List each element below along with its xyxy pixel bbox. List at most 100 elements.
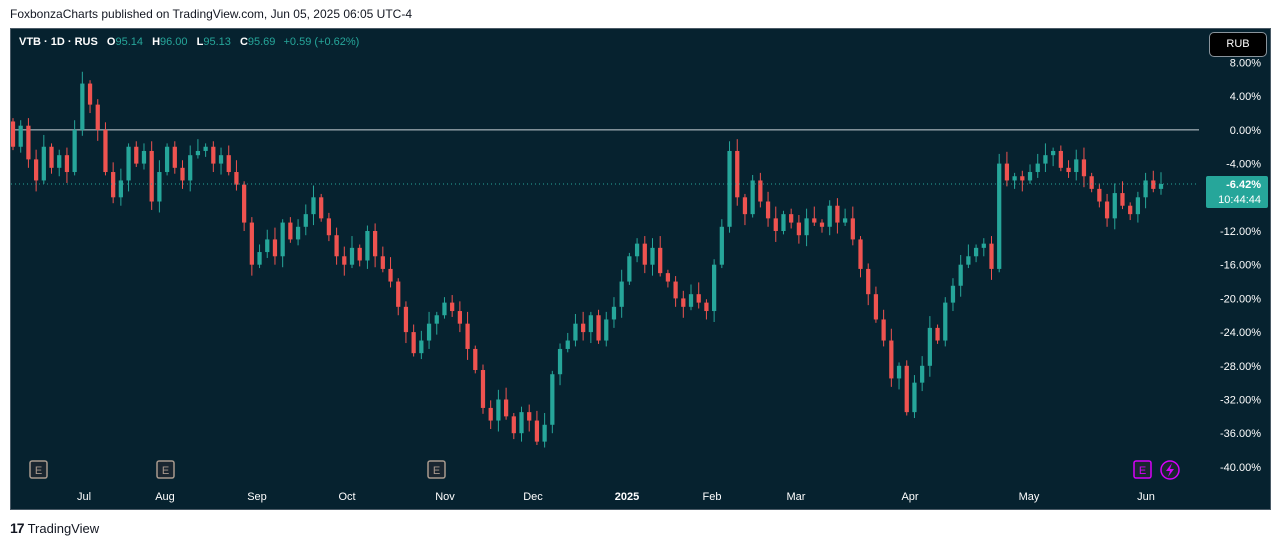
candle-body	[1035, 163, 1040, 173]
y-tick-label: 0.00%	[1230, 125, 1261, 137]
candle-body	[141, 150, 147, 164]
candle-body	[534, 420, 540, 442]
low-label: L	[196, 36, 204, 48]
candle-body	[257, 252, 262, 265]
candle-body	[611, 306, 617, 320]
earnings-box	[427, 460, 446, 479]
lightning-icon[interactable]	[1160, 460, 1180, 480]
candle-body	[496, 399, 501, 421]
candle-body	[765, 201, 771, 219]
candle-body	[642, 243, 647, 265]
candle-body	[1151, 180, 1156, 189]
y-tick-label: -28.00%	[1220, 361, 1261, 373]
x-tick-label: Mar	[787, 491, 806, 503]
candle-body	[49, 146, 54, 168]
candle-body	[920, 365, 925, 383]
earnings-marker-icon[interactable]: E	[427, 460, 446, 479]
candle-body	[966, 256, 971, 265]
candle-body	[527, 412, 532, 421]
candle-body	[981, 243, 986, 248]
candle-body	[188, 155, 193, 181]
tradingview-brand[interactable]: TradingView	[27, 520, 100, 536]
candle-body	[696, 294, 701, 303]
candle-body	[195, 150, 201, 156]
candle-body	[203, 146, 208, 151]
candle-body	[889, 340, 894, 379]
candle-body	[704, 302, 709, 312]
candle-body	[565, 340, 570, 349]
candle-body	[1135, 197, 1141, 215]
y-tick-label: -4.00%	[1226, 159, 1261, 171]
candle-body	[773, 218, 778, 231]
candle-body	[180, 167, 185, 181]
earnings-marker-icon[interactable]: E	[29, 460, 48, 479]
candle-body	[226, 155, 231, 173]
candle-body	[781, 214, 786, 231]
candle-body	[727, 150, 732, 227]
footer: 17 TradingView	[10, 520, 99, 536]
currency-button[interactable]: RUB	[1209, 32, 1267, 57]
low-value: 95.13	[203, 36, 231, 48]
candle-body	[380, 256, 385, 269]
candle-body	[750, 180, 755, 215]
candle-body	[1089, 176, 1094, 189]
candle-body	[1112, 193, 1117, 219]
publish-header: FoxbonzaCharts published on TradingView.…	[10, 7, 413, 21]
candle-body	[272, 239, 278, 257]
y-tick-label: 8.00%	[1230, 58, 1261, 70]
x-tick-label: Aug	[155, 491, 175, 503]
candle-body	[973, 247, 979, 257]
earnings-letter: E	[35, 465, 42, 477]
candle-body	[411, 332, 416, 354]
y-tick-label: -20.00%	[1220, 293, 1261, 305]
close-label: C	[239, 36, 248, 48]
y-tick-label: -36.00%	[1220, 428, 1261, 440]
y-tick-label: -12.00%	[1220, 226, 1261, 238]
candle-body	[989, 243, 994, 269]
candle-body	[334, 235, 339, 257]
candle-body	[858, 239, 863, 269]
candle-body	[1158, 183, 1164, 189]
candle-body	[211, 146, 216, 164]
candle-body	[758, 180, 763, 202]
candle-body	[850, 218, 855, 240]
candle-body	[842, 218, 848, 223]
candle-body	[349, 247, 355, 265]
candle-body	[881, 319, 886, 341]
candle-body	[950, 285, 956, 303]
earnings-box	[1133, 460, 1152, 479]
candle-body	[665, 273, 671, 282]
candle-body	[812, 218, 817, 223]
candle-body	[943, 302, 948, 341]
high-label: H	[152, 36, 161, 48]
earnings-box	[29, 460, 48, 479]
candle-body	[26, 125, 31, 160]
earnings-letter: E	[162, 465, 169, 477]
candle-body	[280, 222, 285, 257]
candle-body	[658, 247, 663, 274]
candle-body	[896, 365, 902, 379]
candlestick-chart[interactable]: 8.00% 4.00% 0.00% -4.00% -12.00% -16.00% -20.0…	[11, 29, 1271, 510]
ohlc-legend: VTB · 1D · RUS O95.14 H96.00 L95.13 C95.…	[19, 36, 359, 48]
candle-body	[488, 407, 493, 421]
candle-body	[95, 104, 100, 130]
candle-body	[419, 340, 424, 354]
x-tick-label: 2025	[615, 491, 639, 503]
candle-body	[588, 315, 593, 333]
candle-body	[1104, 201, 1110, 219]
candle-body	[958, 264, 963, 286]
candle-body	[904, 365, 909, 413]
candle-body	[519, 412, 524, 434]
candle-body	[442, 302, 447, 316]
candle-body	[1097, 188, 1102, 202]
candle-body	[111, 172, 116, 198]
candle-body	[149, 150, 154, 202]
earnings-marker-icon[interactable]: E	[1133, 460, 1152, 479]
earnings-marker-icon[interactable]: E	[156, 460, 175, 479]
open-label: O	[106, 36, 116, 48]
candle-body	[373, 231, 378, 257]
chart-panel[interactable]: 8.00% 4.00% 0.00% -4.00% -12.00% -16.00% -20.0…	[10, 28, 1271, 510]
candle-body	[157, 172, 162, 202]
candle-body	[403, 306, 409, 333]
x-tick-label: Apr	[901, 491, 918, 503]
